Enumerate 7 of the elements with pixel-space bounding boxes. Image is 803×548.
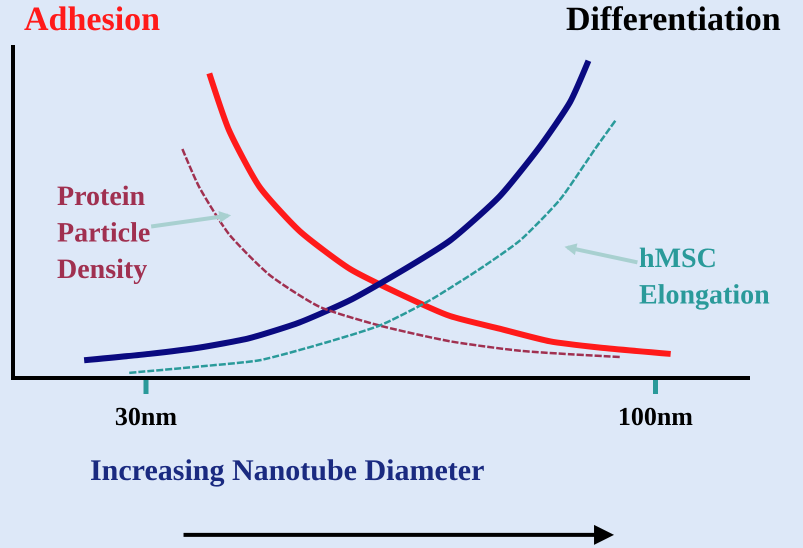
x-tick-label: 100nm	[618, 402, 694, 432]
series-label: Adhesion	[24, 1, 160, 38]
x-tick-label: 30nm	[114, 402, 178, 432]
series-label: Protein Particle Density	[57, 181, 150, 285]
x-axis-title: Increasing Nanotube Diameter	[90, 454, 484, 487]
series-label: Differentiation	[566, 1, 781, 38]
text: hMSC Elongation	[639, 243, 770, 310]
